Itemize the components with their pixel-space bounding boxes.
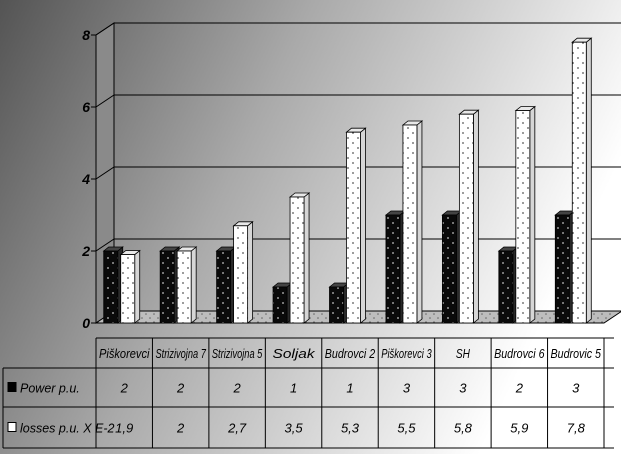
data-label: 2,7 <box>227 421 247 436</box>
bar-losses <box>288 192 311 324</box>
bar-losses <box>119 249 141 324</box>
bar-power <box>271 282 294 324</box>
legend-key <box>7 382 17 392</box>
category-label: Budrovic 5 <box>551 347 601 361</box>
bar-power <box>554 210 576 324</box>
bar-losses <box>514 105 536 324</box>
bar-power <box>384 210 407 324</box>
category-label: Strizivojna 7 <box>155 347 206 361</box>
data-label: 3,5 <box>285 421 304 436</box>
y-tick-label: 0 <box>82 315 90 331</box>
data-label: 1 <box>290 381 297 396</box>
category-label: Soljak <box>273 347 316 361</box>
data-label: 5,5 <box>397 421 416 436</box>
bar-power <box>215 246 237 324</box>
legend-label: losses p.u. X E-2 <box>20 422 115 436</box>
data-label: 5,3 <box>341 421 360 436</box>
data-table: Piškorevci Strizivojna 7 Strizivojna 5 Solj… <box>2 337 614 449</box>
bar-losses <box>345 127 367 324</box>
data-label: 3 <box>572 381 580 396</box>
gridline <box>95 166 621 180</box>
legend-label: Power p.u. <box>20 382 80 396</box>
data-label: 1 <box>346 381 353 396</box>
bar-losses <box>401 120 424 324</box>
bar-power <box>441 210 463 324</box>
data-label: 2 <box>515 381 524 396</box>
data-label: 2 <box>232 381 241 396</box>
data-label: 5,8 <box>454 421 473 436</box>
category-label: SH <box>456 347 471 361</box>
data-label: 2 <box>120 381 129 396</box>
category-label: Piškorevci <box>99 347 151 361</box>
y-tick-label: 4 <box>81 171 90 187</box>
data-label: 7,8 <box>567 421 586 436</box>
bar-losses <box>176 246 198 324</box>
legend-key <box>7 422 17 432</box>
bar-power <box>102 246 124 324</box>
data-label: 3 <box>459 381 467 396</box>
data-label: 5,9 <box>510 421 528 436</box>
y-tick-label: 8 <box>82 27 90 43</box>
gridline <box>95 22 621 36</box>
bar-losses <box>232 220 254 324</box>
category-label: Strizivojna 5 <box>212 347 262 361</box>
gridline <box>95 94 621 108</box>
bar-losses <box>458 109 480 324</box>
bar-power <box>328 282 350 324</box>
y-tick-label: 6 <box>82 99 90 115</box>
bar-power <box>159 246 181 324</box>
category-label: Budrovci 2 <box>325 347 375 361</box>
gridlines <box>95 22 621 252</box>
data-label: 3 <box>403 381 411 396</box>
category-label: Budrovci 6 <box>494 347 544 361</box>
y-axis-ticks: 0 2 4 6 8 <box>81 27 96 331</box>
bar-power <box>497 246 519 324</box>
bar-losses <box>571 37 593 324</box>
y-tick-label: 2 <box>81 243 90 259</box>
data-label: 2 <box>176 421 185 436</box>
bars <box>102 37 593 324</box>
data-label: 1,9 <box>115 421 133 436</box>
data-label: 2 <box>176 381 185 396</box>
category-label: Piškorevci 3 <box>381 347 431 361</box>
